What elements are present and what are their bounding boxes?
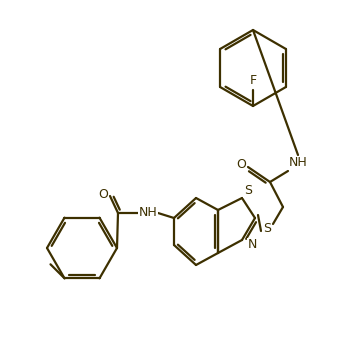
Text: S: S [263,221,271,234]
Text: F: F [250,73,256,86]
Text: NH: NH [139,206,157,219]
Text: N: N [247,238,257,252]
Text: NH: NH [288,157,307,170]
Text: S: S [244,185,252,198]
Text: O: O [236,158,246,171]
Text: O: O [98,188,108,201]
